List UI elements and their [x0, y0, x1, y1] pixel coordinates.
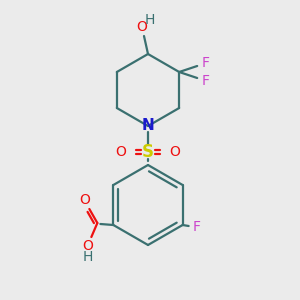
Text: H: H	[82, 250, 92, 264]
Text: H: H	[145, 13, 155, 27]
Text: O: O	[169, 145, 180, 159]
Text: O: O	[116, 145, 126, 159]
Text: F: F	[201, 74, 209, 88]
Text: O: O	[82, 239, 93, 253]
Text: F: F	[193, 220, 201, 234]
Text: S: S	[142, 143, 154, 161]
Text: O: O	[79, 193, 90, 207]
Text: F: F	[201, 56, 209, 70]
Text: O: O	[136, 20, 147, 34]
Text: N: N	[142, 118, 154, 134]
